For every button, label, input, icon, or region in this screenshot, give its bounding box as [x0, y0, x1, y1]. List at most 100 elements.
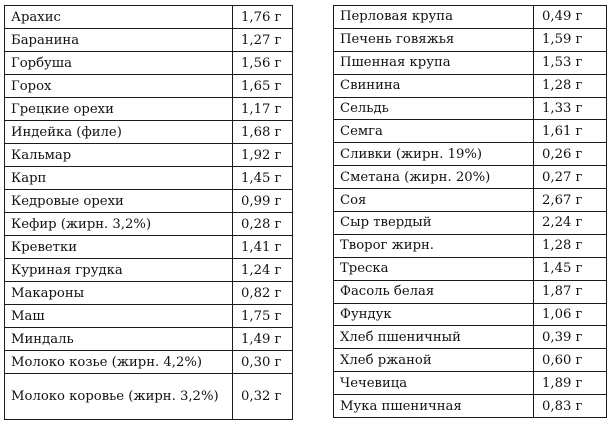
table-row: Сметана (жирн. 20%) 0,27 г [333, 165, 607, 190]
food-value: 1,75 г [232, 304, 293, 328]
food-value: 1,87 г [533, 279, 607, 304]
food-value: 1,28 г [533, 233, 607, 258]
table-row: Сыр твердый 2,24 г [333, 211, 607, 235]
food-value: 2,67 г [533, 188, 607, 213]
table-row: Горбуша 1,56 г [4, 51, 293, 75]
food-value: 1,45 г [232, 166, 293, 190]
table-row: Миндаль 1,49 г [4, 327, 293, 351]
food-value: 1,92 г [232, 143, 293, 167]
food-name: Маш [4, 304, 233, 328]
table-row: Маш 1,75 г [4, 304, 293, 328]
food-value: 0,49 г [533, 5, 607, 29]
food-value: 0,83 г [533, 394, 607, 419]
table-row: Кальмар 1,92 г [4, 143, 293, 167]
food-name: Соя [333, 188, 534, 213]
food-name: Макароны [4, 281, 233, 305]
food-value: 0,39 г [533, 325, 607, 350]
table-row: Креветки 1,41 г [4, 235, 293, 259]
food-name: Индейка (филе) [4, 120, 233, 144]
food-name: Арахис [4, 5, 233, 29]
food-name: Куриная грудка [4, 258, 233, 282]
table-row: Фундук 1,06 г [333, 302, 607, 327]
table-row: Пшенная крупа 1,53 г [333, 50, 607, 75]
table-row: Соя 2,67 г [333, 188, 607, 213]
food-value: 1,59 г [533, 27, 607, 52]
table-row: Молоко коровье (жирн. 3,2%) 0,32 г [4, 373, 293, 420]
food-value: 1,41 г [232, 235, 293, 259]
food-name: Чечевица [333, 371, 534, 396]
food-name: Фундук [333, 302, 534, 327]
food-name: Горбуша [4, 51, 233, 75]
food-name: Горох [4, 74, 233, 98]
food-value: 0,60 г [533, 348, 607, 373]
food-value: 1,68 г [232, 120, 293, 144]
food-value: 1,53 г [533, 50, 607, 75]
table-row: Кедровые орехи 0,99 г [4, 189, 293, 213]
food-value: 1,28 г [533, 73, 607, 98]
table-row: Макароны 0,82 г [4, 281, 293, 305]
food-name: Творог жирн. [333, 233, 534, 258]
food-value: 1,24 г [232, 258, 293, 282]
table-row: Мука пшеничная 0,83 г [333, 394, 607, 419]
left-table: Арахис 1,76 г Баранина 1,27 г Горбуша 1,56 … [4, 5, 293, 420]
food-name: Свинина [333, 73, 534, 98]
food-value: 1,06 г [533, 302, 607, 327]
food-value: 1,76 г [232, 5, 293, 29]
table-row: Горох 1,65 г [4, 74, 293, 98]
food-name: Кефир (жирн. 3,2%) [4, 212, 233, 236]
food-name: Хлеб пшеничный [333, 325, 534, 350]
table-row: Треска 1,45 г [333, 256, 607, 281]
table-row: Творог жирн. 1,28 г [333, 233, 607, 258]
food-name: Фасоль белая [333, 279, 534, 304]
food-value: 0,99 г [232, 189, 293, 213]
food-name: Треска [333, 256, 534, 281]
food-value: 2,24 г [533, 211, 607, 235]
table-row: Свинина 1,28 г [333, 73, 607, 98]
food-value: 1,56 г [232, 51, 293, 75]
food-value: 0,27 г [533, 165, 607, 190]
food-name: Перловая крупа [333, 5, 534, 29]
food-name: Кальмар [4, 143, 233, 167]
food-name: Сельдь [333, 96, 534, 121]
food-name: Печень говяжья [333, 27, 534, 52]
right-table: Перловая крупа 0,49 г Печень говяжья 1,59 … [333, 5, 607, 419]
food-value: 0,28 г [232, 212, 293, 236]
food-value: 1,49 г [232, 327, 293, 351]
table-row: Печень говяжья 1,59 г [333, 27, 607, 52]
food-name: Семга [333, 119, 534, 144]
food-value: 1,65 г [232, 74, 293, 98]
food-name: Карп [4, 166, 233, 190]
food-value: 0,32 г [232, 373, 293, 420]
table-row: Кефир (жирн. 3,2%) 0,28 г [4, 212, 293, 236]
food-name: Пшенная крупа [333, 50, 534, 75]
food-value: 1,33 г [533, 96, 607, 121]
table-row: Сливки (жирн. 19%) 0,26 г [333, 142, 607, 167]
food-name: Сметана (жирн. 20%) [333, 165, 534, 190]
table-row: Чечевица 1,89 г [333, 371, 607, 396]
table-row: Баранина 1,27 г [4, 28, 293, 52]
table-row: Фасоль белая 1,87 г [333, 279, 607, 304]
table-row: Куриная грудка 1,24 г [4, 258, 293, 282]
food-name: Грецкие орехи [4, 97, 233, 121]
food-value: 1,89 г [533, 371, 607, 396]
table-row: Хлеб пшеничный 0,39 г [333, 325, 607, 350]
table-row: Сельдь 1,33 г [333, 96, 607, 121]
food-value: 1,45 г [533, 256, 607, 281]
food-name: Молоко коровье (жирн. 3,2%) [4, 373, 233, 420]
food-name: Хлеб ржаной [333, 348, 534, 373]
table-row: Арахис 1,76 г [4, 5, 293, 29]
food-value: 0,82 г [232, 281, 293, 305]
food-name: Сливки (жирн. 19%) [333, 142, 534, 167]
table-row: Индейка (филе) 1,68 г [4, 120, 293, 144]
table-row: Хлеб ржаной 0,60 г [333, 348, 607, 373]
table-row: Грецкие орехи 1,17 г [4, 97, 293, 121]
food-value: 1,27 г [232, 28, 293, 52]
food-value: 0,30 г [232, 350, 293, 374]
food-name: Креветки [4, 235, 233, 259]
food-name: Сыр твердый [333, 211, 534, 235]
food-name: Мука пшеничная [333, 394, 534, 419]
table-row: Семга 1,61 г [333, 119, 607, 144]
food-name: Баранина [4, 28, 233, 52]
food-value: 1,61 г [533, 119, 607, 144]
food-value: 1,17 г [232, 97, 293, 121]
